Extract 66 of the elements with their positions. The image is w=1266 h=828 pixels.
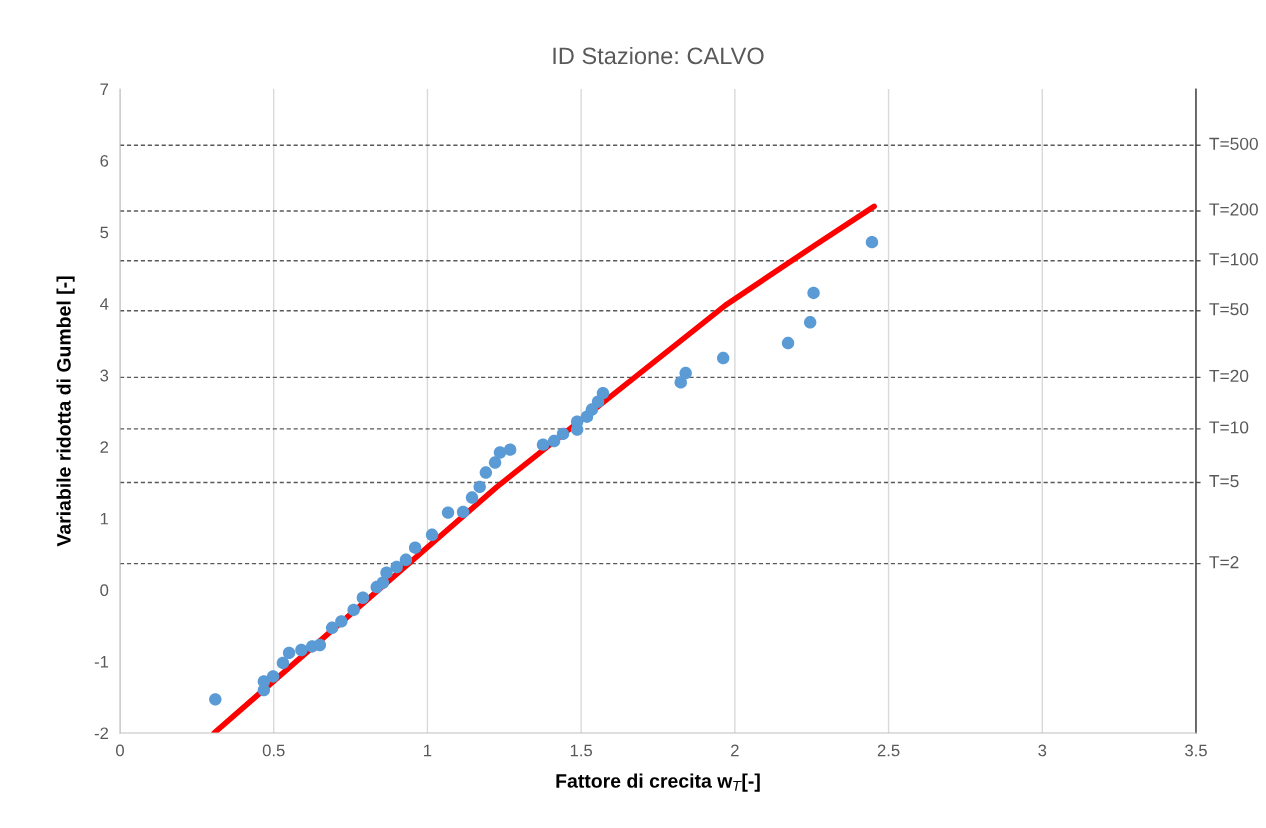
point bbox=[295, 643, 308, 657]
point bbox=[865, 235, 879, 249]
point bbox=[276, 656, 290, 670]
text: T=10 bbox=[1209, 421, 1249, 434]
point bbox=[803, 316, 817, 329]
y-tick-label: -1 bbox=[94, 656, 109, 668]
point bbox=[408, 541, 422, 554]
point bbox=[807, 286, 820, 300]
x-tick-label: 2.5 bbox=[877, 744, 900, 757]
text: T=500 bbox=[1209, 137, 1258, 150]
point bbox=[335, 615, 348, 628]
y-tick-label: 2 bbox=[100, 441, 109, 453]
point bbox=[488, 456, 502, 469]
text: T=5 bbox=[1209, 475, 1239, 488]
point bbox=[570, 415, 584, 428]
y-tick-label: 6 bbox=[100, 154, 109, 167]
point bbox=[473, 480, 486, 494]
y-axis-title: Variabile ridotta di Gumbel [-] bbox=[56, 276, 75, 547]
point bbox=[679, 366, 692, 380]
y-tick-label: 4 bbox=[100, 298, 109, 310]
x-axis-title: Fattore di crecita w$_{T}$[-] bbox=[556, 773, 760, 792]
y-tick-label: 7 bbox=[100, 83, 109, 96]
y-tick-label: 5 bbox=[100, 226, 109, 239]
point bbox=[266, 670, 280, 683]
point bbox=[325, 621, 339, 635]
point bbox=[313, 638, 327, 652]
point bbox=[716, 351, 730, 365]
x-tick-label: 0 bbox=[116, 744, 124, 757]
point bbox=[209, 693, 222, 706]
point bbox=[282, 646, 296, 660]
point bbox=[556, 427, 570, 441]
point bbox=[479, 466, 493, 479]
y-tick-label: -2 bbox=[94, 727, 109, 740]
text: T=2 bbox=[1209, 556, 1239, 569]
point bbox=[376, 576, 390, 589]
x-tick-label: 3 bbox=[1038, 744, 1047, 757]
y-tick-label: 1 bbox=[100, 512, 109, 525]
point bbox=[781, 336, 795, 350]
point bbox=[536, 438, 550, 451]
point bbox=[425, 528, 439, 541]
point bbox=[456, 505, 470, 519]
x-tick-label: 2 bbox=[731, 744, 739, 757]
point bbox=[390, 560, 403, 574]
point bbox=[503, 443, 517, 456]
point bbox=[380, 566, 393, 579]
point bbox=[596, 386, 610, 400]
y-tick-label: 3 bbox=[100, 369, 109, 382]
point bbox=[674, 376, 687, 389]
point bbox=[465, 491, 479, 504]
text: T=100 bbox=[1209, 253, 1258, 266]
point bbox=[441, 506, 455, 519]
text: T=20 bbox=[1209, 369, 1249, 383]
point bbox=[547, 434, 561, 448]
point bbox=[347, 603, 360, 617]
point bbox=[257, 675, 271, 688]
point bbox=[356, 591, 370, 604]
x-tick-label: 3.5 bbox=[1185, 744, 1207, 757]
x-tick-label: 1 bbox=[424, 744, 432, 757]
x-tick-label: 1.5 bbox=[570, 744, 593, 757]
x-tick-label: 0.5 bbox=[262, 744, 285, 757]
text: T=50 bbox=[1209, 303, 1249, 316]
y-tick-label: 0 bbox=[100, 584, 109, 597]
point bbox=[399, 553, 413, 567]
chart-title: ID Stazione: CALVO bbox=[553, 46, 764, 65]
text: T=200 bbox=[1209, 203, 1258, 216]
point bbox=[493, 446, 507, 459]
